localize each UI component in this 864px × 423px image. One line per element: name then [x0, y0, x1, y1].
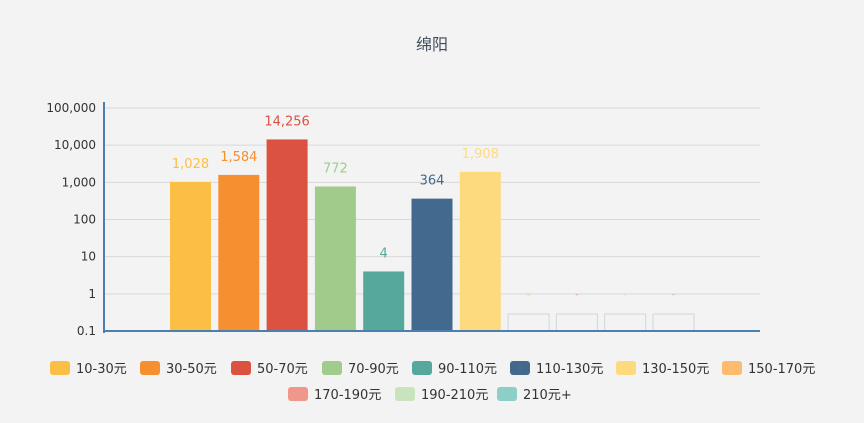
- bar: [411, 198, 453, 331]
- legend-item[interactable]: 90-110元: [412, 361, 497, 377]
- data-label: 772: [323, 162, 348, 177]
- y-tick-label: 0.1: [77, 324, 96, 338]
- data-label: -: [575, 290, 578, 300]
- data-label: -: [624, 290, 627, 300]
- y-tick-label: 10,000: [54, 138, 96, 152]
- legend-swatch: [322, 361, 342, 375]
- legend-swatch: [412, 361, 432, 375]
- bar: [459, 171, 501, 331]
- empty-bar: [604, 313, 647, 332]
- legend-label: 150-170元: [748, 362, 815, 377]
- legend-swatch: [497, 387, 517, 401]
- data-label: 1,908: [462, 147, 499, 162]
- legend-label: 170-190元: [314, 388, 381, 403]
- axes: [103, 102, 760, 333]
- legend-swatch: [616, 361, 636, 375]
- legend-item[interactable]: 190-210元: [395, 387, 488, 403]
- legend-item[interactable]: 150-170元: [722, 361, 815, 377]
- legend-label: 10-30元: [76, 362, 127, 377]
- legend-swatch: [288, 387, 308, 401]
- y-tick-label: 100,000: [46, 101, 96, 115]
- y-tick-label: 10: [81, 250, 96, 264]
- legend-item[interactable]: 110-130元: [510, 361, 603, 377]
- legend-label: 30-50元: [166, 362, 217, 377]
- legend-item[interactable]: 30-50元: [140, 361, 217, 377]
- bar: [363, 271, 405, 331]
- empty-bar: [652, 313, 695, 332]
- data-label: 4: [380, 246, 388, 261]
- legend-label: 130-150元: [642, 362, 709, 377]
- data-label: 1,584: [220, 150, 257, 165]
- empty-bar: [507, 313, 550, 332]
- legend-label: 90-110元: [438, 362, 497, 377]
- chart-title: 绵阳: [416, 35, 448, 54]
- data-label: -: [672, 290, 675, 300]
- legend-label: 210元+: [523, 388, 572, 403]
- legend-swatch: [722, 361, 742, 375]
- legend-swatch: [140, 361, 160, 375]
- bar: [314, 186, 356, 331]
- legend-item[interactable]: 170-190元: [288, 387, 381, 403]
- legend-item[interactable]: 50-70元: [231, 361, 308, 377]
- empty-bar: [555, 313, 598, 332]
- bar: [218, 174, 260, 331]
- data-labels: 1,028 1,584 14,256 772 4 364 1,908 - - - -: [172, 114, 675, 300]
- legend-label: 110-130元: [536, 362, 603, 377]
- legend-label: 50-70元: [257, 362, 308, 377]
- y-tick-label: 100: [73, 213, 96, 227]
- y-tick-label: 1,000: [62, 175, 96, 189]
- legend-item[interactable]: 130-150元: [616, 361, 709, 377]
- legend-item[interactable]: 210元+: [497, 387, 572, 403]
- legend-label: 190-210元: [421, 388, 488, 403]
- data-label: -: [527, 290, 530, 300]
- legend-label: 70-90元: [348, 362, 399, 377]
- bar: [266, 139, 308, 331]
- bars: [170, 139, 695, 332]
- y-tick-label: 1: [88, 287, 96, 301]
- legend-swatch: [395, 387, 415, 401]
- data-label: 364: [420, 174, 445, 189]
- legend-swatch: [50, 361, 70, 375]
- y-axis-ticks: 0.1 1 10 100 1,000 10,000 100,000: [46, 101, 96, 338]
- data-label: 1,028: [172, 157, 209, 172]
- legend: 10-30元 30-50元 50-70元 70-90元 90-110元 110-130元 1…: [50, 361, 815, 403]
- legend-item[interactable]: 10-30元: [50, 361, 127, 377]
- legend-item[interactable]: 70-90元: [322, 361, 399, 377]
- bar: [170, 181, 211, 331]
- data-label: 14,256: [264, 114, 310, 129]
- legend-swatch: [510, 361, 530, 375]
- legend-swatch: [231, 361, 251, 375]
